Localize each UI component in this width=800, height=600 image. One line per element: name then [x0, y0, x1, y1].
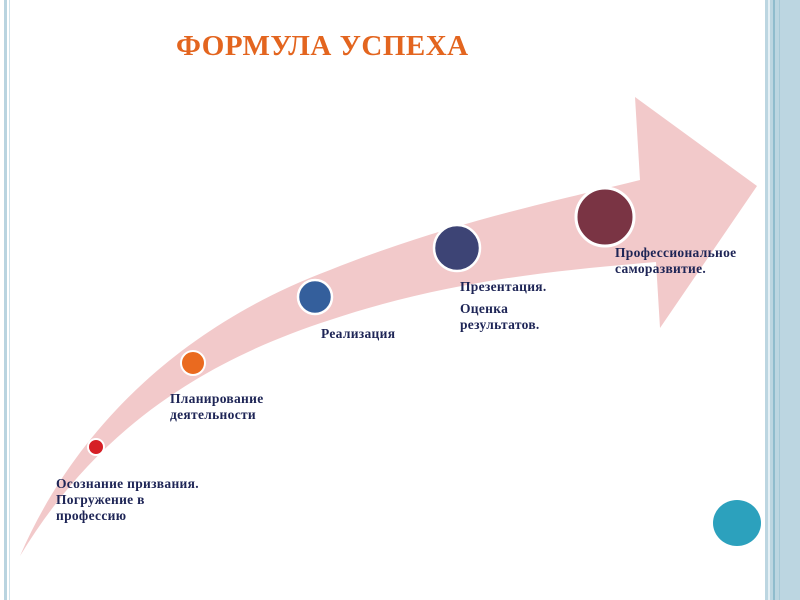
step-label-5: Профессиональное саморазвитие. — [615, 245, 736, 277]
step-text: деятельности — [170, 407, 256, 422]
step-label-3: Реализация — [321, 326, 395, 342]
step-marker-1 — [87, 438, 105, 456]
step-text: Презентация. — [460, 279, 547, 294]
step-text: результатов. — [460, 317, 540, 332]
slide-border-left-inner — [9, 0, 10, 600]
border-stripe — [779, 0, 780, 600]
step-text: профессию — [56, 508, 127, 523]
step-text: Планирование — [170, 391, 264, 406]
step-label-4: Презентация. Оценка результатов. — [460, 279, 547, 333]
step-label-2: Планирование деятельности — [170, 391, 264, 423]
step-marker-3 — [296, 278, 334, 316]
step-marker-2 — [180, 350, 206, 376]
step-text: Осознание призвания. — [56, 476, 199, 491]
step-text: Оценка — [460, 301, 509, 316]
border-stripe — [768, 0, 770, 600]
step-label-1: Осознание призвания. Погружение в профес… — [56, 476, 199, 524]
slide-border-right — [765, 0, 800, 600]
step-marker-4 — [432, 223, 482, 273]
decor-circle — [713, 500, 761, 546]
step-text: Профессиональное — [615, 245, 737, 260]
slide-title: ФОРМУЛА УСПЕХА — [176, 30, 469, 62]
border-stripe — [773, 0, 775, 600]
curved-arrow — [20, 97, 757, 556]
step-text: саморазвитие. — [615, 261, 707, 276]
step-text: Реализация — [321, 326, 396, 341]
slide-border-left — [4, 0, 7, 600]
step-text: Погружение в — [56, 492, 145, 507]
step-marker-5 — [574, 186, 636, 248]
